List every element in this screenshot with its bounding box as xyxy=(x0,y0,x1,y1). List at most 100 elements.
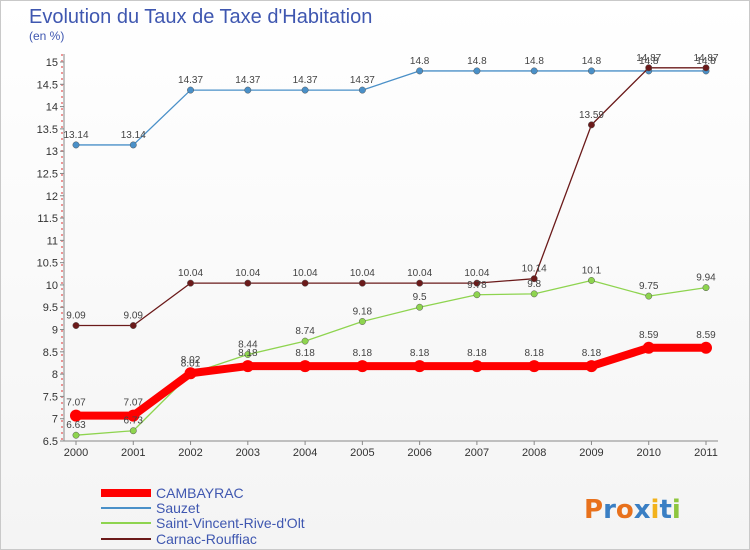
series-point xyxy=(645,64,653,72)
x-tick-label: 2003 xyxy=(236,447,260,459)
data-label: 14.37 xyxy=(235,75,260,86)
y-tick-label: 11 xyxy=(47,235,58,247)
brand-letter: i xyxy=(651,495,660,525)
series-point xyxy=(356,360,369,373)
y-tick-label: 14 xyxy=(46,102,58,114)
brand-logo: Proxiti xyxy=(584,495,681,525)
brand-letter: t xyxy=(659,495,671,525)
x-tick-label: 2008 xyxy=(522,447,546,459)
data-label: 13.59 xyxy=(579,110,604,121)
data-label: 9.78 xyxy=(467,280,487,291)
data-label: 14.8 xyxy=(524,56,544,67)
data-label: 14.87 xyxy=(693,53,718,64)
x-tick-label: 2006 xyxy=(407,447,431,459)
series-point xyxy=(184,367,197,380)
data-label: 8.44 xyxy=(238,339,258,350)
brand-letter: r xyxy=(603,495,616,525)
data-label: 8.18 xyxy=(238,348,258,359)
y-tick-label: 10 xyxy=(46,280,58,292)
x-tick-label: 2002 xyxy=(178,447,202,459)
data-label: 9.09 xyxy=(66,311,86,322)
series-line-0 xyxy=(76,343,706,420)
brand-letter: i xyxy=(672,495,681,525)
data-label: 10.04 xyxy=(178,268,203,279)
series-point xyxy=(416,67,424,75)
axes: 6.577.588.599.51010.51111.51212.51313.51… xyxy=(37,54,718,459)
data-label: 10.1 xyxy=(582,265,602,276)
data-label: 8.74 xyxy=(295,326,315,337)
legend-label: Carnac-Rouffiac xyxy=(156,531,257,547)
data-label: 13.14 xyxy=(121,130,146,141)
y-tick-label: 12 xyxy=(46,191,58,203)
series-point xyxy=(473,291,481,299)
series-point xyxy=(530,290,538,298)
data-label: 8.18 xyxy=(582,348,602,359)
y-tick-label: 12.5 xyxy=(37,168,58,180)
series-point xyxy=(129,141,137,149)
data-label: 13.14 xyxy=(63,130,88,141)
data-label: 9.5 xyxy=(413,292,427,303)
brand-letter: x xyxy=(634,495,651,525)
data-label: 10.04 xyxy=(293,268,318,279)
x-tick-label: 2000 xyxy=(64,447,88,459)
y-tick-label: 14.5 xyxy=(37,79,58,91)
series-point xyxy=(530,275,538,283)
data-label: 8.59 xyxy=(696,330,716,341)
y-tick-label: 7 xyxy=(52,414,58,426)
series-point xyxy=(585,360,598,373)
series-point xyxy=(244,279,252,287)
data-label: 10.14 xyxy=(522,264,547,275)
series-layer xyxy=(70,64,712,439)
data-label: 9.75 xyxy=(639,281,659,292)
legend-label: Saint-Vincent-Rive-d'Olt xyxy=(156,515,305,531)
data-label: 7.07 xyxy=(124,398,144,409)
legend-label: Sauzet xyxy=(156,500,200,516)
data-label: 8.18 xyxy=(353,348,373,359)
data-label: 14.8 xyxy=(696,56,716,67)
series-point xyxy=(702,284,710,292)
data-label: 10.04 xyxy=(235,268,260,279)
x-tick-label: 2005 xyxy=(350,447,374,459)
series-point xyxy=(187,279,194,287)
data-label: 6.63 xyxy=(66,420,86,431)
data-label: 8.59 xyxy=(639,330,659,341)
data-label: 14.8 xyxy=(467,56,487,67)
series-point xyxy=(72,322,80,329)
y-tick-label: 7.5 xyxy=(43,391,58,403)
series-point xyxy=(127,409,140,422)
data-label: 8.18 xyxy=(524,348,544,359)
data-label: 8.18 xyxy=(295,348,315,359)
y-tick-label: 6.5 xyxy=(43,436,58,448)
data-label: 10.04 xyxy=(407,268,432,279)
series-point xyxy=(530,67,538,75)
x-tick-label: 2009 xyxy=(579,447,603,459)
series-point xyxy=(642,341,655,354)
y-tick-label: 15 xyxy=(46,57,58,69)
y-tick-label: 13 xyxy=(46,146,58,158)
x-tick-label: 2007 xyxy=(465,447,489,459)
series-point xyxy=(588,277,595,284)
data-label: 14.8 xyxy=(582,56,602,67)
series-point xyxy=(588,121,595,129)
data-label: 9.8 xyxy=(527,279,541,290)
series-line-1 xyxy=(76,70,706,146)
x-tick-label: 2001 xyxy=(121,447,145,459)
series-point xyxy=(301,86,309,94)
data-label: 9.18 xyxy=(353,307,373,318)
chart-subtitle: (en %) xyxy=(29,29,65,43)
series-point xyxy=(588,67,595,75)
data-label: 6.73 xyxy=(124,416,144,427)
data-label: 14.37 xyxy=(293,75,318,86)
brand-letter: o xyxy=(616,495,634,525)
series-point xyxy=(645,292,653,300)
legend: CAMBAYRACSauzetSaint-Vincent-Rive-d'OltC… xyxy=(101,485,305,547)
chart-title: Evolution du Taux de Taxe d'Habitation xyxy=(29,6,373,28)
legend-label: CAMBAYRAC xyxy=(156,485,244,501)
data-label: 14.37 xyxy=(350,75,375,86)
data-label: 14.8 xyxy=(410,56,430,67)
series-line-3 xyxy=(76,67,706,327)
data-label: 8.18 xyxy=(410,348,430,359)
series-point xyxy=(301,337,309,345)
